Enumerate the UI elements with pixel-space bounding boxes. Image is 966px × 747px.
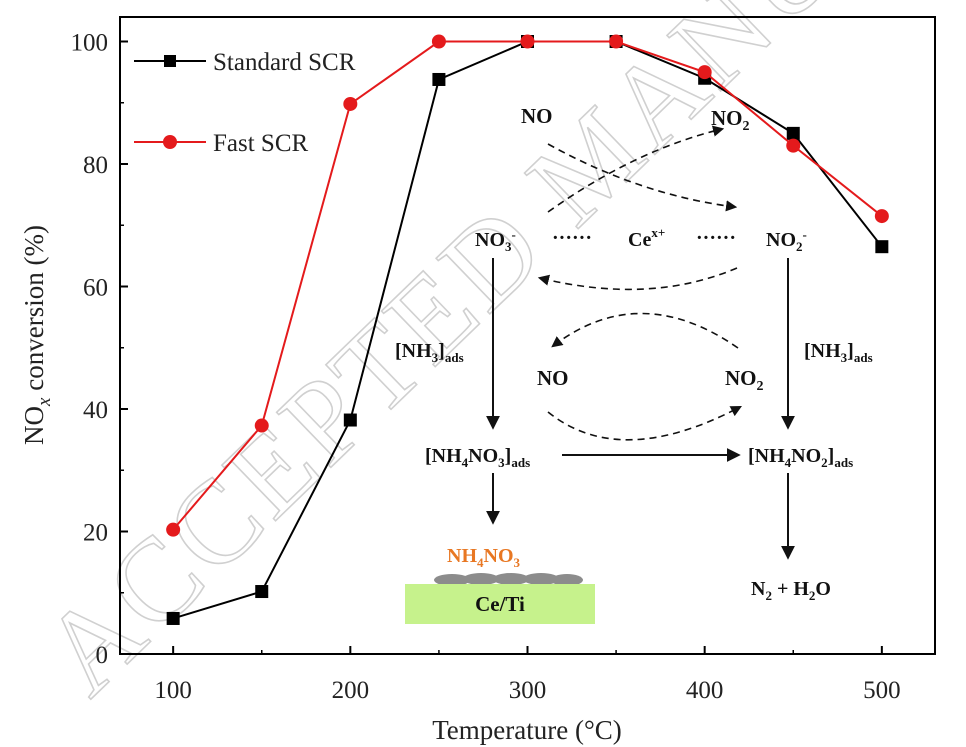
x-axis-title: Temperature (°C)	[432, 715, 622, 745]
data-point-fast	[254, 418, 269, 433]
series-layer	[166, 34, 889, 625]
scheme-nh4no3-ads: [NH4NO3]ads	[425, 445, 530, 470]
x-tick-label: 500	[863, 677, 901, 704]
data-point-standard	[875, 240, 889, 254]
particle	[551, 574, 583, 586]
y-axis-title-main: NO	[19, 406, 49, 445]
legend-label-fast: Fast SCR	[213, 130, 309, 157]
data-point-fast	[520, 34, 535, 49]
y-axis-title-rest: conversion (%)	[19, 225, 49, 397]
scheme-no2-minus: NO2-	[766, 227, 807, 254]
y-axis-title-sub: x	[34, 397, 55, 407]
data-point-fast	[343, 96, 358, 111]
scheme-products: N2 + H2O	[751, 578, 831, 603]
x-tick-labels: 100 200 300 400 500	[154, 677, 900, 704]
axis-ticks	[120, 40, 883, 655]
particle	[434, 574, 470, 586]
data-point-standard	[786, 126, 800, 140]
arrow-no2-to-no	[551, 312, 739, 349]
scheme-ce-center: Cex+	[628, 225, 665, 251]
legend: Standard SCR Fast SCR	[134, 49, 356, 157]
particle	[463, 573, 499, 585]
mechanism-scheme: NO NO2 NO3- ······ Cex+ ······ NO2- [NH3…	[395, 104, 873, 624]
y-tick-label: 60	[83, 275, 108, 302]
scheme-nh3-ads-right: [NH3]ads	[804, 340, 873, 365]
data-point-fast	[166, 522, 181, 537]
data-point-fast	[609, 34, 624, 49]
legend-marker-fast	[163, 135, 177, 149]
particle	[523, 573, 559, 585]
particle	[493, 573, 529, 585]
y-tick-labels: 0 20 40 60 80 100	[71, 30, 109, 670]
data-point-fast	[431, 34, 446, 49]
data-point-standard	[343, 413, 357, 427]
scheme-no-mid: NO	[537, 366, 569, 390]
scheme-no3-minus: NO3-	[475, 227, 516, 254]
y-tick-label: 100	[71, 30, 109, 57]
arrow-no2-minus-to-no3	[537, 267, 738, 291]
ce-ti-support	[405, 584, 595, 624]
y-tick-label: 20	[83, 520, 108, 547]
scheme-dots-right: ······	[696, 227, 736, 249]
arrow-no-to-no2-minus	[547, 143, 738, 212]
scheme-no-top: NO	[521, 104, 553, 128]
x-tick-label: 400	[686, 677, 724, 704]
arrow-no3-to-no2	[547, 125, 725, 213]
data-point-standard	[166, 611, 180, 625]
x-tick-label: 100	[154, 677, 192, 704]
data-point-fast	[874, 209, 889, 224]
scheme-dots-left: ······	[552, 227, 592, 249]
data-point-fast	[697, 65, 712, 80]
data-point-standard	[432, 72, 446, 86]
deposit-particles	[434, 573, 583, 586]
scheme-nh4no3-deposit: NH4NO3	[447, 545, 521, 570]
x-tick-label: 300	[509, 677, 547, 704]
y-tick-label: 80	[83, 152, 108, 179]
scheme-support-label: Ce/Ti	[475, 592, 525, 616]
scheme-nh4no2-ads: [NH4NO2]ads	[748, 445, 853, 470]
data-point-fast	[786, 138, 801, 153]
legend-marker-standard	[164, 55, 176, 67]
arrow-no-to-no2-mid	[547, 405, 742, 441]
scheme-no2-mid: NO2	[725, 366, 764, 394]
y-tick-label: 0	[96, 642, 109, 669]
x-tick-label: 200	[332, 677, 370, 704]
scheme-no2-top: NO2	[711, 106, 750, 134]
legend-label-standard: Standard SCR	[213, 49, 356, 76]
y-tick-label: 40	[83, 397, 108, 424]
data-point-standard	[255, 585, 269, 599]
y-axis-title: NOx conversion (%)	[19, 225, 55, 445]
